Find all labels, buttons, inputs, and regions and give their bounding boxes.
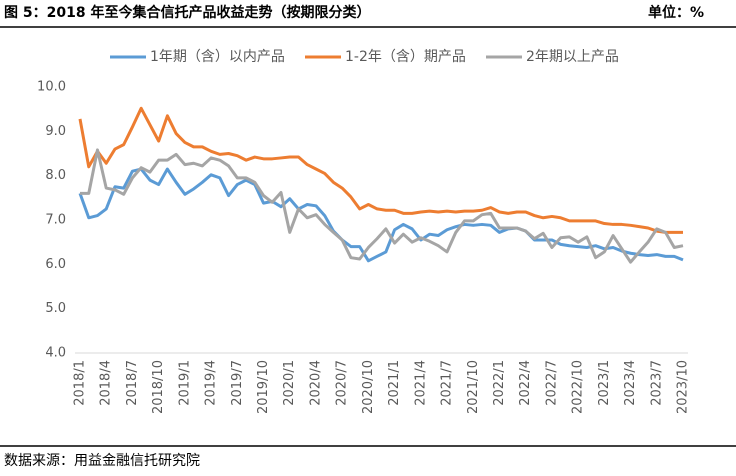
unit-label: 单位：%	[648, 4, 704, 21]
x-tick-label: 2019/10	[256, 360, 271, 414]
legend-label: 1-2年（含）期产品	[345, 49, 466, 65]
legend-label: 2年期以上产品	[526, 49, 619, 65]
x-tick-label: 2018/7	[125, 360, 140, 406]
y-tick-label: 5.0	[45, 301, 66, 316]
x-tick-label: 2023/1	[597, 360, 612, 406]
y-tick-label: 10.0	[37, 80, 66, 95]
x-tick-label: 2018/4	[99, 360, 114, 406]
y-tick-label: 6.0	[45, 257, 66, 272]
x-tick-label: 2018/10	[151, 360, 166, 414]
x-tick-label: 2023/10	[676, 360, 691, 414]
x-tick-label: 2022/1	[492, 360, 507, 406]
x-tick-label: 2020/1	[282, 360, 297, 406]
x-tick-label: 2020/7	[335, 360, 350, 406]
x-tick-label: 2020/4	[308, 360, 323, 406]
y-tick-label: 8.0	[45, 168, 66, 183]
y-tick-label: 4.0	[45, 346, 66, 361]
chart-title: 图 5：2018 年至今集合信托产品收益走势（按期限分类）	[4, 4, 370, 21]
legend-label: 1年期（含）以内产品	[150, 49, 285, 65]
x-tick-label: 2021/7	[440, 360, 455, 406]
x-tick-label: 2023/7	[649, 360, 664, 406]
x-tick-label: 2021/10	[466, 360, 481, 414]
series-line	[78, 106, 683, 234]
x-tick-label: 2019/4	[204, 360, 219, 406]
x-tick-label: 2020/10	[361, 360, 376, 414]
x-tick-label: 2023/4	[623, 360, 638, 406]
series-line	[80, 148, 684, 264]
x-tick-label: 2022/7	[544, 360, 559, 406]
x-tick-label: 2018/1	[73, 360, 88, 406]
x-tick-label: 2021/4	[413, 360, 428, 406]
y-tick-label: 7.0	[45, 213, 66, 228]
source-note: 数据来源：用益金融信托研究院	[4, 453, 200, 469]
x-tick-label: 2019/7	[230, 360, 245, 406]
x-tick-label: 2022/10	[571, 360, 586, 414]
y-tick-label: 9.0	[45, 124, 66, 139]
x-tick-label: 2022/4	[518, 360, 533, 406]
x-tick-label: 2021/1	[387, 360, 402, 406]
x-tick-label: 2019/1	[177, 360, 192, 406]
series-line	[78, 167, 684, 263]
